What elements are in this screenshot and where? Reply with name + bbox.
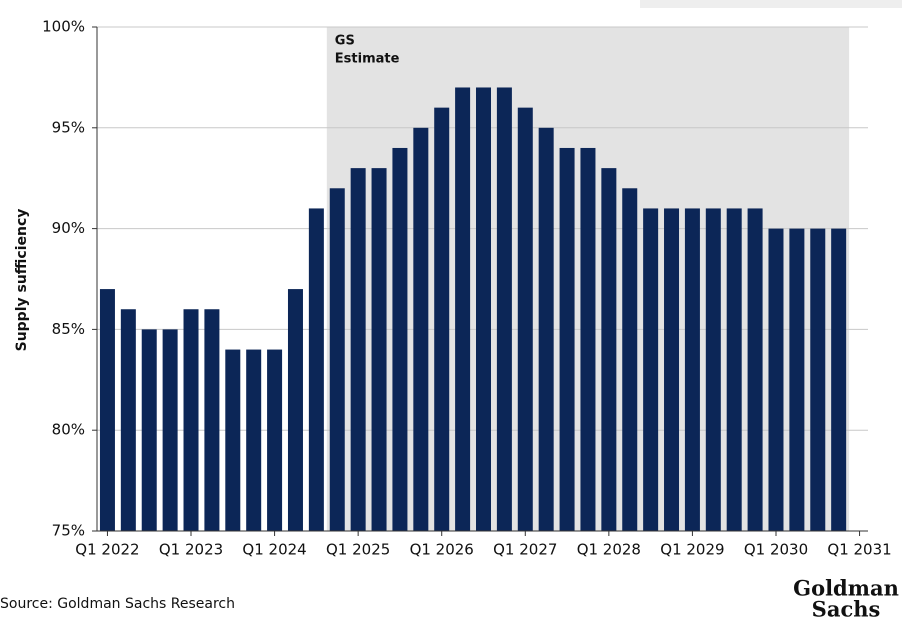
bar (831, 228, 847, 531)
x-tick-label: Q1 2031 (827, 541, 891, 559)
bar (684, 208, 700, 531)
bar (476, 87, 491, 531)
x-tick-label: Q1 2029 (660, 541, 724, 559)
bar (371, 168, 387, 531)
bar (99, 289, 115, 531)
bar (141, 329, 157, 531)
bar (789, 228, 805, 531)
bar (183, 309, 199, 531)
annotation: GS (335, 34, 355, 49)
annotation: Estimate (335, 52, 400, 67)
bar (434, 107, 450, 531)
bar (580, 147, 596, 531)
bar (705, 208, 721, 531)
y-tick-label: 80% (52, 421, 85, 439)
x-tick-label: Q1 2025 (326, 541, 390, 559)
bar (810, 228, 826, 531)
y-tick-label: 85% (52, 320, 85, 338)
y-tick-label: 100% (42, 18, 85, 36)
x-tick-label: Q1 2027 (493, 541, 557, 559)
bar (162, 329, 178, 531)
bar (622, 188, 638, 531)
bar (559, 147, 575, 531)
bar (225, 349, 241, 531)
x-tick-label: Q1 2028 (577, 541, 641, 559)
bar (329, 188, 345, 531)
bar (267, 349, 283, 531)
x-tick-label: Q1 2023 (159, 541, 223, 559)
bar (350, 168, 366, 531)
bar (643, 208, 659, 531)
bar (747, 208, 763, 531)
bar (455, 87, 471, 531)
x-tick-label: Q1 2026 (410, 541, 474, 559)
logo: Goldman (793, 576, 899, 601)
y-tick-label: 75% (52, 522, 85, 540)
bar (204, 309, 220, 531)
bar (517, 107, 533, 531)
bar (538, 127, 554, 532)
bar (392, 147, 408, 531)
bar (768, 228, 784, 531)
y-tick-label: 90% (52, 219, 85, 237)
bar (120, 309, 136, 531)
x-tick-label: Q1 2022 (75, 541, 139, 559)
bar (601, 168, 617, 531)
x-tick-label: Q1 2024 (242, 541, 306, 559)
y-tick-label: 95% (52, 118, 85, 136)
bar (413, 127, 429, 532)
bar (664, 208, 680, 531)
x-tick-label: Q1 2030 (744, 541, 808, 559)
logo: Sachs (812, 597, 881, 622)
bar (726, 208, 742, 531)
source: Source: Goldman Sachs Research (0, 596, 235, 612)
y-axis-label: Supply sufficiency (14, 209, 30, 352)
overlay-edge (640, 0, 902, 8)
bar (246, 349, 262, 531)
bar (496, 87, 512, 531)
bar (287, 289, 303, 531)
bar (308, 208, 324, 531)
